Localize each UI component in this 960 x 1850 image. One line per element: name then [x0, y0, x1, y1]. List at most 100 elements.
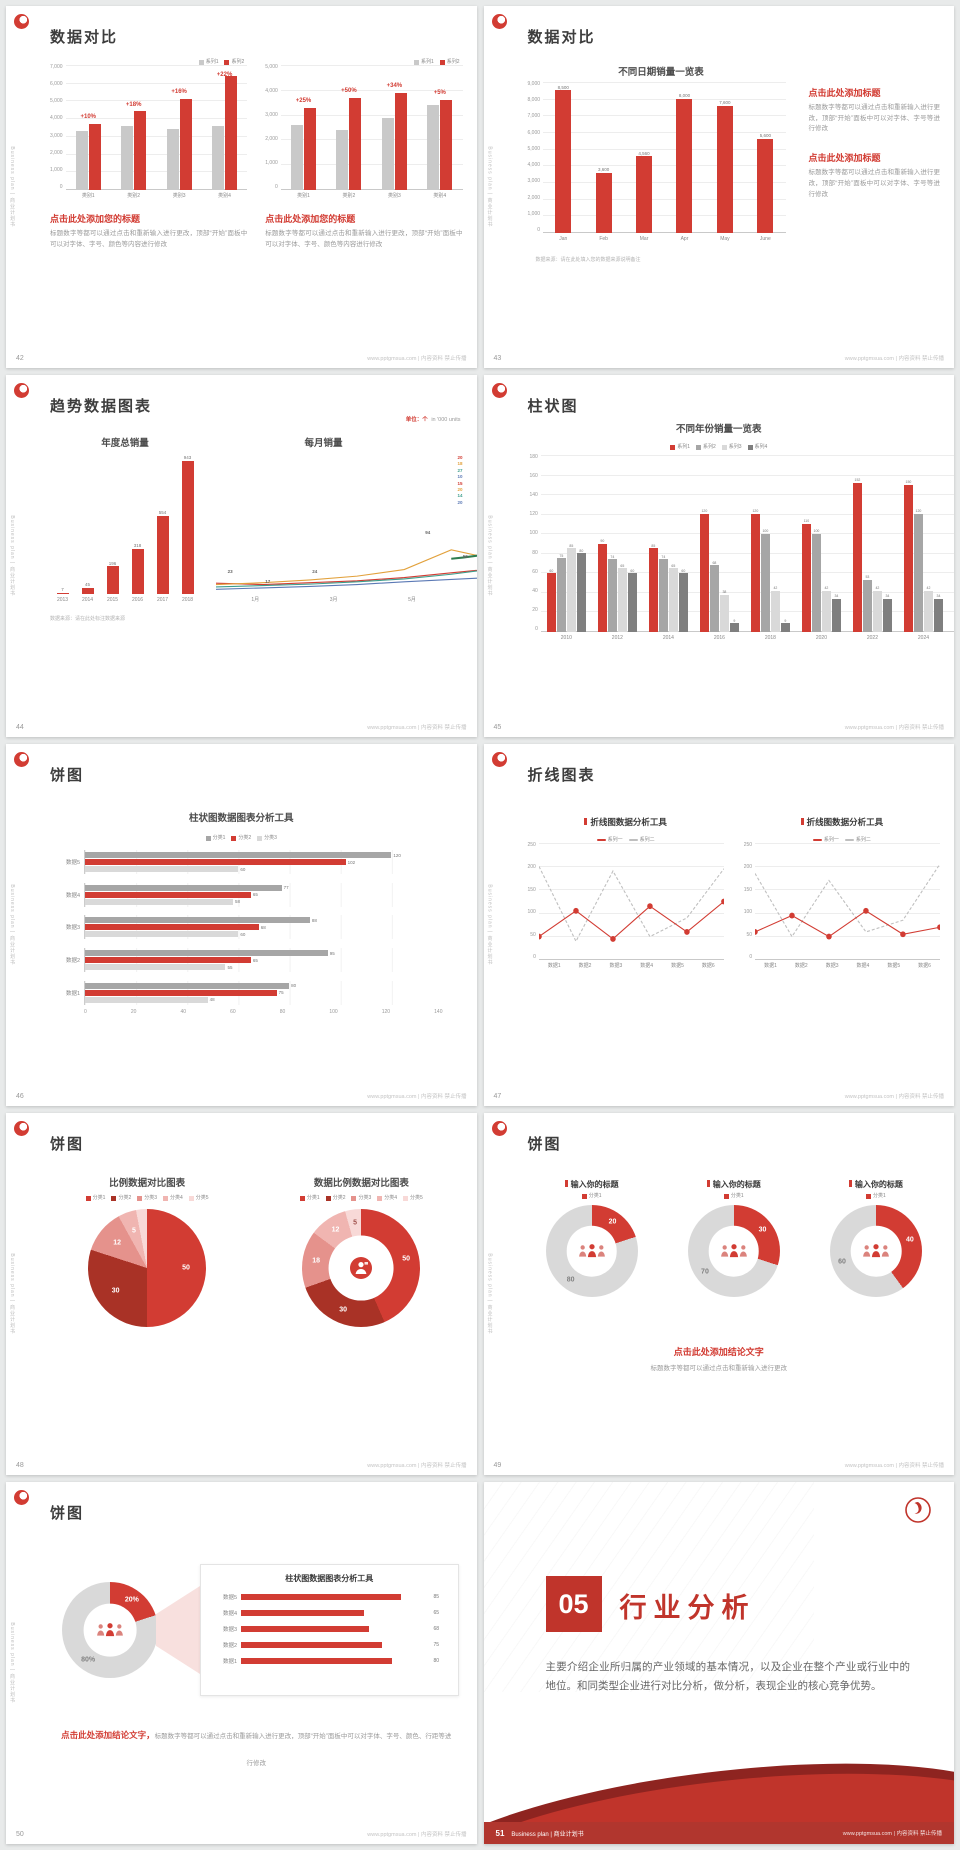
slide-42-preview[interactable]: Business plan | 商业计划书 数据对比 系列1 系列2 7,000 6…	[6, 6, 477, 368]
bar-group: 4,560	[624, 82, 664, 233]
category-label: 2016	[131, 596, 144, 603]
bar	[440, 100, 453, 190]
slide-47-preview[interactable]: Business plan | 商业计划书 折线图表 折线图数据分析工具 系列一…	[483, 744, 954, 1106]
value-label: 34	[936, 594, 941, 599]
y-tick: 2,000	[527, 194, 541, 201]
chart-block: 系列1 系列2 7,000 6,000 5,000 4,000 3,000 2,000 1,0…	[50, 56, 248, 201]
chart-legend: 分类1 分类2 分类3	[6, 832, 477, 841]
footer-site-text: www.pptgmsua.com | 内容资料 禁止传播	[844, 1463, 944, 1469]
bar	[770, 590, 780, 632]
block-heading: 点击此处添加标题	[808, 88, 881, 98]
y-tick: 100	[529, 530, 538, 537]
people-icon	[720, 1244, 748, 1259]
bar	[241, 1594, 402, 1600]
slide-51-preview[interactable]: 05 行业分析 主要介绍企业所归属的产业领域的基本情况，以及企业在整个产业或行业…	[483, 1482, 954, 1844]
y-tick: 150	[527, 886, 536, 893]
y-tick: 6,000	[50, 81, 63, 88]
legend-item: 系列2	[224, 58, 244, 67]
chart-legend: 系列一 系列二	[528, 832, 724, 843]
value-label: 60	[240, 931, 246, 937]
bar	[85, 917, 310, 924]
bar	[290, 125, 303, 190]
footer-site-text: www.pptgmsua.com | 内容资料 禁止传播	[367, 1463, 467, 1469]
bar	[85, 859, 346, 866]
bar	[394, 92, 407, 190]
people-icon	[862, 1244, 890, 1259]
series-end-label: 27	[457, 467, 463, 473]
legend-swatch	[628, 839, 638, 841]
y-tick: 3,000	[265, 112, 278, 118]
bar	[349, 97, 362, 190]
bar-group: +34%	[372, 65, 417, 190]
legend-swatch	[439, 60, 445, 65]
logo-icon	[14, 752, 29, 767]
pie: 40 60	[829, 1205, 922, 1297]
bar	[106, 566, 119, 594]
data-row: 数据4 65	[213, 1605, 446, 1621]
category-label: 数据5	[671, 963, 684, 969]
footer-site-text: www.pptgmsua.com | 内容资料 禁止传播	[367, 725, 467, 731]
bar	[556, 558, 566, 632]
footer-site-text: www.pptgmsua.com | 内容资料 禁止传播	[844, 725, 944, 731]
slide-50-preview[interactable]: Business plan | 商业计划书 饼图 20% 80% 柱状图数据图表分…	[6, 1482, 477, 1844]
legend-swatch	[163, 1196, 169, 1201]
column-chart: 7,000 6,000 5,000 4,000 3,000 2,000 1,000 0 +10%…	[50, 65, 248, 201]
text-column: 点击此处添加标题 标题数字等都可以通过点击和重新输入进行更改，顶部“开始”面板中…	[809, 86, 941, 200]
legend-item: 分类1	[866, 1192, 886, 1201]
legend-swatch	[188, 1196, 194, 1201]
donut-chart: 50 30 18 12 5	[302, 1209, 421, 1327]
source-note: 数据来源：请在此处标注数据来源	[50, 616, 126, 622]
plot: 7 45 196 318 554 943 2013 2014 2015 2016 2017 2018	[50, 453, 200, 605]
title-marker-icon	[800, 818, 804, 825]
legend-swatch	[351, 1196, 357, 1201]
category-label: Apr	[680, 235, 689, 242]
value-label: 120	[701, 509, 708, 514]
slide-46-preview[interactable]: Business plan | 商业计划书 饼图 柱状图数据图表分析工具 分类1…	[6, 744, 477, 1106]
bar	[780, 623, 790, 632]
bar	[56, 593, 69, 594]
x-axis: 类别1 类别2 类别3 类别4	[281, 190, 463, 201]
chart-title: 输入你的标题	[528, 1179, 656, 1190]
chart-legend: 分类1 分类2 分类3 分类4 分类5	[260, 1192, 462, 1201]
donut-chart: 20 80	[545, 1205, 638, 1297]
y-tick: 1,000	[527, 210, 541, 217]
legend-item: 系列一	[812, 836, 839, 845]
unit-label: 单位：个	[405, 417, 428, 423]
category-label: 类别2	[342, 193, 356, 199]
logo-icon	[491, 1121, 507, 1136]
series-end-label: 14	[457, 493, 463, 499]
slice-label: 30	[339, 1306, 348, 1314]
slide-43-preview[interactable]: Business plan | 商业计划书 数据对比 不同日期销量一览表 9,0…	[483, 6, 954, 368]
page-number: 44	[16, 724, 24, 731]
bar	[85, 891, 251, 898]
bar-group: 1301106232	[949, 455, 954, 632]
charts-row: 折线图数据分析工具 系列一 系列二 250 200 150 100 50 0 数据1 数据2 数据…	[527, 816, 940, 971]
category-label: 1月	[251, 597, 260, 603]
value-label: 65	[671, 563, 676, 568]
column-chart: 5,000 4,000 3,000 2,000 1,000 0 +25% +50% +34% +5…	[265, 64, 463, 201]
slide-45-preview[interactable]: Business plan | 商业计划书 柱状图 不同年份销量一览表 系列1 系…	[483, 375, 954, 737]
legend-swatch	[325, 1196, 331, 1201]
bar-group: +18%	[111, 65, 156, 190]
x-tick: 140	[434, 1009, 443, 1015]
bar	[933, 598, 943, 632]
conclusion-heading: 点击此处添加结论文字	[673, 1347, 764, 1357]
chart-title-text: 输入你的标题	[854, 1180, 903, 1189]
footer-site-text: www.pptgmsua.com | 内容资料 禁止传播	[367, 1094, 467, 1100]
value-label: 42	[824, 586, 829, 591]
bar	[627, 573, 637, 632]
y-tick: 5,000	[265, 64, 278, 70]
data-row: 数据3 68	[213, 1621, 446, 1637]
legend-item: 分类1	[581, 1192, 601, 1201]
value-label: 95	[329, 950, 335, 956]
slice-label: 50	[402, 1255, 410, 1263]
slide-48-preview[interactable]: Business plan | 商业计划书 饼图 比例数据对比图表 分类1 分类2…	[6, 1113, 477, 1475]
y-tick: 7,000	[527, 113, 541, 120]
bar	[719, 594, 729, 632]
bar	[212, 125, 225, 190]
slide-44-preview[interactable]: Business plan | 商业计划书 趋势数据图表 单位：个 in '00…	[6, 375, 477, 737]
bar-group: 45	[75, 453, 100, 594]
value-label: 74	[661, 554, 666, 559]
slide-49-preview[interactable]: Business plan | 商业计划书 饼图 输入你的标题 分类1 20 80…	[483, 1113, 954, 1475]
panel-bars: 数据5 85 数据4 65 数据3 68 数据2 75 数据1 80	[213, 1589, 446, 1669]
